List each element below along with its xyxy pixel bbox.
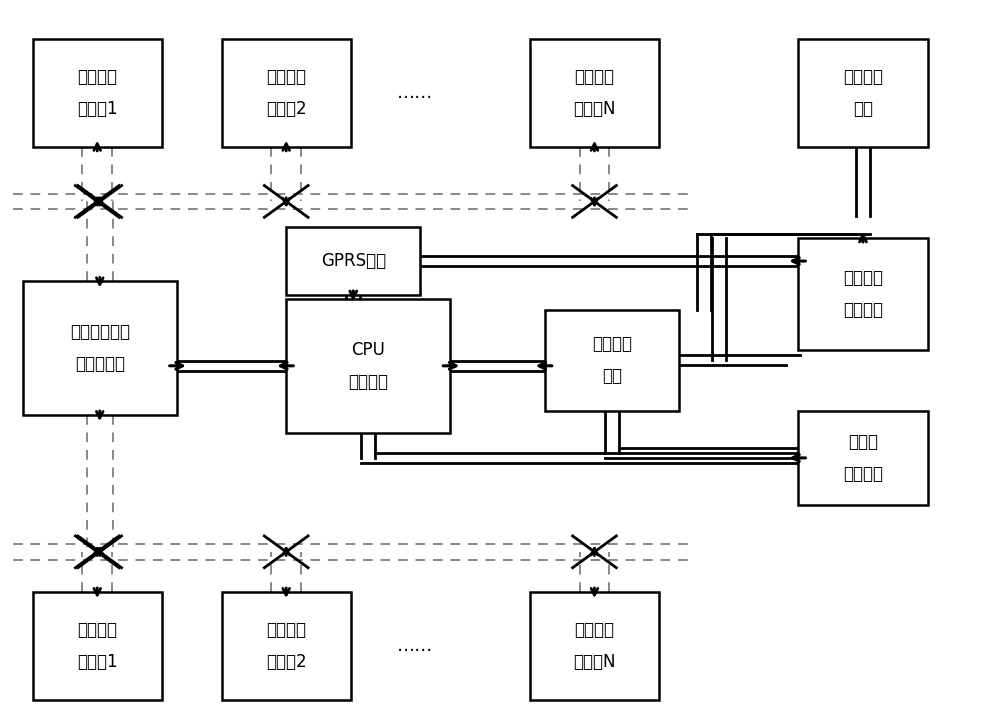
Text: 键盘和
显示模块: 键盘和 显示模块: [843, 433, 883, 483]
Bar: [23, 281, 177, 414]
Bar: [530, 592, 659, 700]
Text: 温度调节
子设备2: 温度调节 子设备2: [266, 68, 307, 118]
Text: ……: ……: [397, 84, 434, 102]
Text: 内部时钟
模块: 内部时钟 模块: [843, 68, 883, 118]
Bar: [798, 237, 928, 349]
Bar: [798, 39, 928, 147]
Bar: [545, 310, 679, 411]
Text: ……: ……: [397, 637, 434, 654]
Bar: [530, 39, 659, 147]
Bar: [798, 411, 928, 505]
Text: 温度调节
子设备1: 温度调节 子设备1: [77, 68, 118, 118]
Text: 温度测量
子设备1: 温度测量 子设备1: [77, 621, 118, 670]
Text: CPU
控制模块: CPU 控制模块: [348, 341, 388, 391]
Text: 射频信号发射
和接收模块: 射频信号发射 和接收模块: [70, 323, 130, 373]
Bar: [222, 39, 351, 147]
Bar: [222, 592, 351, 700]
Text: 温度测量
子设备N: 温度测量 子设备N: [573, 621, 616, 670]
Text: 内部电池
充电模块: 内部电池 充电模块: [843, 269, 883, 319]
Bar: [286, 226, 420, 296]
Bar: [33, 592, 162, 700]
Text: 温度测量
子设备2: 温度测量 子设备2: [266, 621, 307, 670]
Bar: [33, 39, 162, 147]
Text: 开关电源
模块: 开关电源 模块: [592, 336, 632, 385]
Text: 温度调节
子设备N: 温度调节 子设备N: [573, 68, 616, 118]
Bar: [286, 299, 450, 432]
Text: GPRS模块: GPRS模块: [321, 252, 386, 270]
